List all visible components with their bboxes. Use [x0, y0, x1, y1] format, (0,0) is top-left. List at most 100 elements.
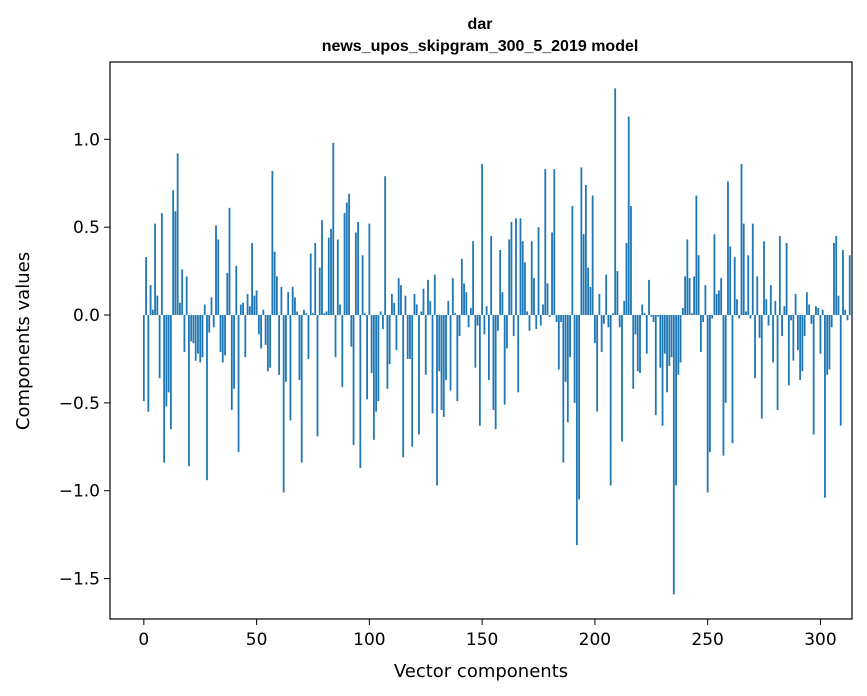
bar-195	[582, 234, 585, 316]
bar-33	[217, 239, 220, 316]
bar-251	[709, 315, 711, 453]
bar-185	[560, 315, 562, 323]
bar-285	[785, 242, 788, 316]
x-axis-ticks: 0 50 100 150 200 250 300	[138, 619, 837, 650]
bar-18	[183, 315, 186, 352]
bar-106	[381, 315, 384, 330]
bar-118	[409, 315, 411, 359]
bar-183	[555, 315, 558, 323]
bar-87	[339, 304, 341, 316]
bar-53	[262, 309, 265, 316]
bar-103	[375, 315, 378, 412]
bar-52	[260, 315, 262, 349]
bar-173	[533, 278, 535, 316]
bar-257	[722, 315, 725, 456]
bar-288	[792, 315, 795, 361]
bar-81	[325, 311, 328, 316]
bar-255	[718, 290, 720, 316]
bar-51	[257, 315, 260, 335]
bar-291	[799, 315, 802, 381]
bar-206	[607, 315, 610, 328]
bar-216	[630, 206, 632, 316]
bar-137	[451, 278, 454, 316]
bar-95	[357, 221, 359, 316]
bar-75	[312, 313, 314, 316]
bar-245	[695, 195, 698, 316]
bar-143	[465, 292, 468, 316]
bar-28	[206, 315, 208, 481]
bar-39	[230, 315, 233, 410]
bar-54	[264, 315, 267, 345]
bar-85	[334, 315, 337, 358]
bar-217	[632, 315, 635, 389]
bar-235	[672, 315, 675, 595]
bar-46	[246, 293, 249, 316]
bar-221	[641, 304, 644, 316]
bar-136	[449, 315, 452, 391]
bar-242	[688, 278, 691, 316]
bar-152	[485, 306, 488, 316]
bar-249	[704, 285, 707, 316]
bar-230	[661, 315, 664, 426]
bar-283	[781, 315, 783, 337]
bar-234	[670, 315, 673, 358]
bar-289	[794, 293, 797, 316]
bar-116	[404, 295, 407, 316]
y-tick-label-1: −1.0	[59, 482, 100, 502]
bar-177	[542, 304, 544, 316]
bar-219	[636, 315, 639, 372]
bar-142	[463, 283, 465, 316]
bar-286	[787, 315, 790, 386]
bar-32	[215, 225, 217, 316]
bar-35	[221, 315, 224, 363]
bar-144	[467, 315, 470, 328]
bar-100	[368, 223, 371, 316]
bar-98	[363, 313, 366, 316]
bar-31	[212, 315, 215, 328]
bar-80	[323, 313, 326, 316]
bar-105	[379, 311, 382, 316]
bar-260	[729, 246, 732, 316]
bar-182	[553, 169, 556, 316]
bar-258	[724, 315, 727, 403]
bar-218	[634, 315, 637, 335]
bar-96	[359, 315, 362, 468]
bar-88	[341, 315, 344, 388]
bar-156	[494, 315, 497, 430]
bar-94	[354, 232, 357, 316]
bar-70	[300, 315, 303, 463]
bar-62	[282, 315, 285, 493]
bar-191	[573, 315, 576, 403]
bar-10	[165, 315, 168, 407]
bar-306	[833, 242, 835, 316]
bar-280	[774, 300, 777, 316]
bar-270	[751, 223, 754, 316]
bar-307	[835, 235, 838, 316]
bar-153	[487, 315, 490, 381]
bar-246	[697, 255, 700, 316]
bar-252	[711, 315, 714, 319]
bar-113	[397, 278, 400, 316]
bar-312	[846, 315, 849, 321]
bar-272	[756, 276, 759, 316]
bar-129	[433, 274, 436, 316]
x-tick-label-2: 100	[353, 630, 385, 650]
bar-269	[749, 315, 752, 319]
bar-122	[418, 315, 420, 435]
bar-20	[188, 315, 190, 467]
bar-27	[203, 304, 206, 316]
bar-2	[147, 315, 150, 412]
bar-170	[526, 311, 529, 316]
bar-24	[197, 315, 199, 354]
bar-175	[537, 227, 540, 316]
bar-262	[733, 257, 736, 316]
bar-65	[289, 315, 292, 421]
bar-141	[460, 258, 463, 316]
y-axis-label: Components values	[13, 252, 34, 430]
bar-261	[731, 315, 734, 444]
bar-168	[521, 241, 524, 316]
bar-72	[305, 313, 308, 316]
bar-147	[474, 315, 477, 368]
bar-150	[481, 163, 484, 316]
bar-189	[569, 315, 571, 358]
